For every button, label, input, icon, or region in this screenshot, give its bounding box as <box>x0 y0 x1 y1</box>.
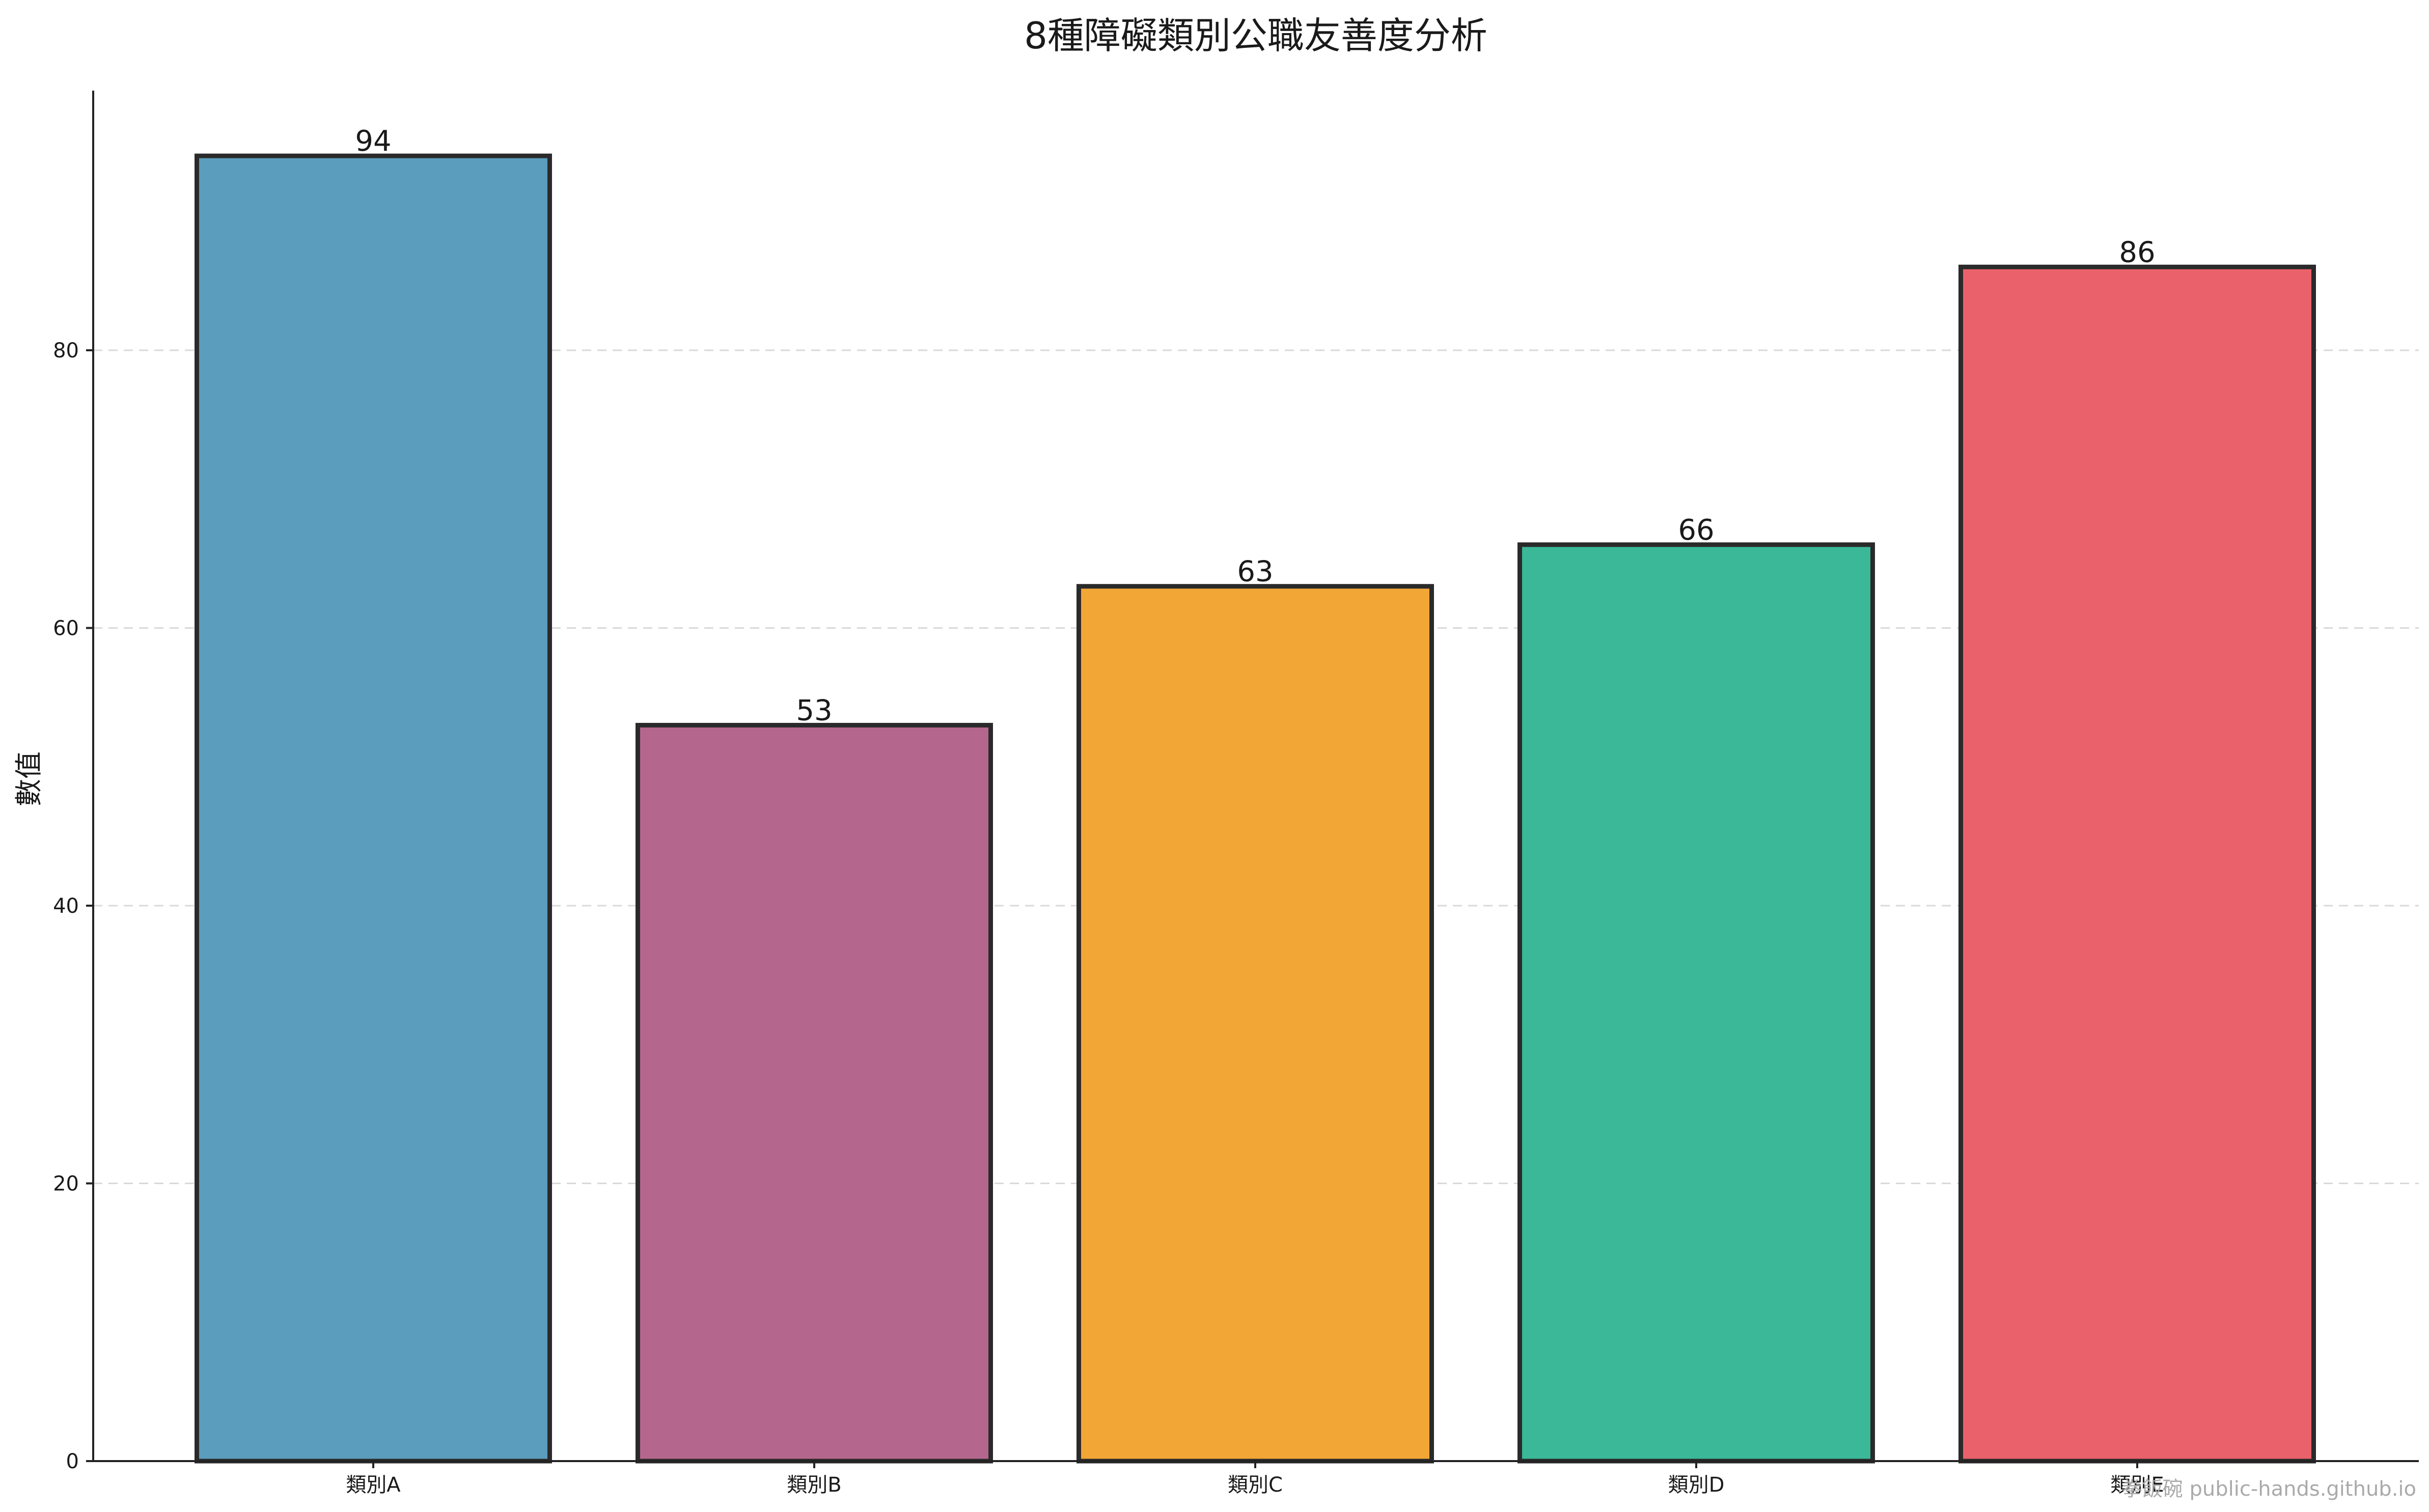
bar <box>1077 584 1434 1464</box>
y-axis-ticks: 0 20 40 60 80 <box>53 339 93 1473</box>
bar-value-label: 53 <box>796 694 832 727</box>
watermark: 拳飯碗 public-hands.github.io <box>2122 1477 2416 1501</box>
x-tick-label: 類別B <box>787 1473 841 1497</box>
y-tick-label: 40 <box>53 894 79 918</box>
x-tick-label: 類別A <box>346 1473 401 1497</box>
bar <box>1517 542 1875 1464</box>
x-axis-ticks: 類別A 類別B 類別C 類別D 類別E <box>346 1461 2164 1497</box>
y-tick-label: 80 <box>53 339 79 362</box>
bar-value-label: 63 <box>1237 555 1273 589</box>
x-tick-label: 類別D <box>1668 1473 1725 1497</box>
y-tick-label: 20 <box>53 1172 79 1196</box>
bar <box>195 153 552 1464</box>
y-tick-label: 0 <box>66 1450 79 1473</box>
bar <box>636 722 993 1464</box>
x-tick-label: 類別E <box>2110 1473 2164 1497</box>
y-tick-label: 60 <box>53 617 79 640</box>
bar-value-label: 86 <box>2119 236 2155 269</box>
chart-title: 8種障礙類別公職友善度分析 <box>1024 14 1487 57</box>
y-axis-label: 數值 <box>13 751 45 806</box>
bar-value-label: 94 <box>355 125 391 158</box>
x-tick-label: 類別C <box>1228 1473 1283 1497</box>
bars: 94 53 63 66 86 <box>195 125 2316 1464</box>
bar <box>1958 264 2316 1464</box>
bar-value-label: 66 <box>1678 514 1714 547</box>
